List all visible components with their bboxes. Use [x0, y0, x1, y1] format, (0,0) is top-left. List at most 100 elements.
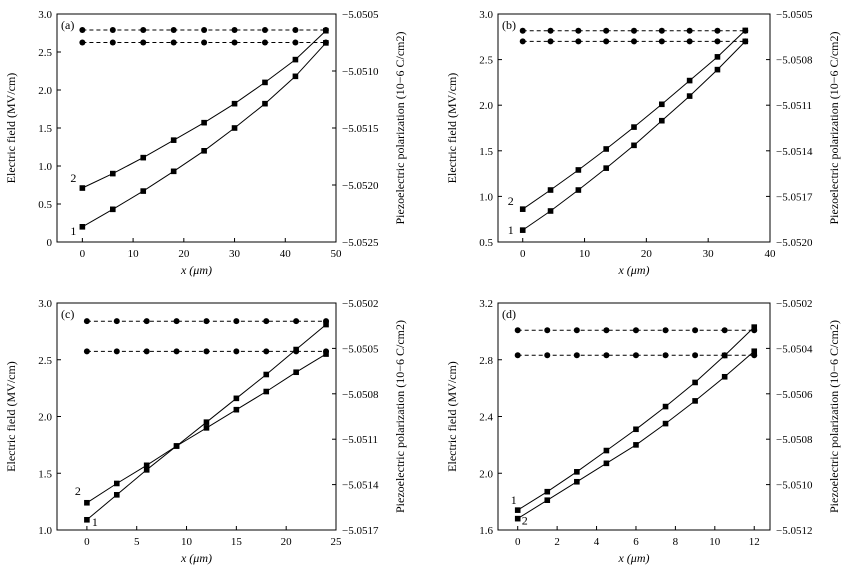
data-point: [519, 38, 526, 45]
data-point: [84, 499, 90, 506]
y-axis-label: Electric field (MV/cm): [445, 73, 459, 184]
series-2: 2: [508, 27, 749, 212]
y2-tick-label: −5.0508: [776, 55, 813, 67]
data-point: [110, 206, 116, 213]
data-point: [173, 443, 180, 449]
data-point: [323, 318, 330, 325]
data-point: [686, 77, 693, 84]
data-point: [113, 480, 120, 487]
data-point: [83, 348, 90, 355]
data-point: [113, 318, 120, 325]
data-point: [170, 137, 177, 143]
data-point: [203, 348, 210, 355]
data-point: [575, 27, 582, 34]
data-point: [662, 327, 669, 334]
data-point: [751, 327, 758, 334]
data-point: [143, 348, 150, 355]
data-point: [742, 27, 749, 34]
y2-tick-label: −5.0525: [342, 237, 379, 249]
x-tick-label: 40: [765, 248, 777, 260]
data-point: [751, 352, 758, 359]
data-point: [322, 39, 329, 46]
x-tick-label: 10: [709, 536, 721, 548]
y2-tick-label: −5.0510: [776, 480, 813, 492]
y2-tick-label: −5.0514: [776, 146, 813, 158]
y-tick-label: 2.0: [479, 100, 493, 112]
data-point: [742, 38, 749, 45]
series-line: [522, 41, 746, 231]
data-point: [140, 154, 147, 161]
data-point: [575, 187, 582, 193]
x-tick-label: 4: [594, 536, 600, 548]
y-axis-label: Electric field (MV/cm): [4, 73, 18, 184]
data-point: [322, 26, 329, 33]
data-point: [721, 327, 728, 334]
x-tick-label: 40: [280, 248, 292, 260]
plot-frame: [497, 13, 771, 243]
x-axis-label: x (μm): [180, 551, 212, 565]
data-point: [203, 419, 210, 425]
y-axis-label: Electric field (MV/cm): [445, 361, 459, 472]
y2-tick-label: −5.0508: [342, 389, 379, 401]
data-point: [603, 27, 610, 34]
series-label: 1: [92, 515, 98, 529]
y2-tick-label: −5.0504: [776, 343, 813, 355]
data-point: [292, 73, 299, 80]
y-tick-label: 1.0: [38, 525, 52, 537]
x-axis-label: x (μm): [617, 551, 649, 565]
series-label: 2: [508, 194, 514, 208]
series-line: [82, 30, 327, 189]
data-point: [109, 26, 116, 33]
data-point: [574, 469, 580, 475]
data-point: [659, 101, 665, 108]
y2-axis-label: Piezoelectric polarization (10−6 C/cm2): [393, 31, 407, 224]
data-point: [514, 515, 521, 522]
panel-label: (a): [61, 18, 74, 32]
data-point: [544, 352, 551, 359]
y2-tick-label: −5.0517: [342, 525, 379, 537]
data-point: [659, 117, 665, 124]
data-point: [658, 27, 665, 34]
data-point: [263, 388, 270, 395]
series-label: 2: [75, 484, 81, 498]
data-point: [231, 100, 238, 107]
y-axis-label: Electric field (MV/cm): [4, 361, 18, 472]
y-tick-label: 2.8: [479, 355, 493, 367]
x-tick-label: 12: [749, 536, 760, 548]
panel-c: 0 5 10 15 20 25 1.0 1.5 2.0 2.5 3.0 −5.0517 −5.0514 −…: [4, 298, 407, 565]
data-point: [261, 26, 268, 33]
y2-tick-label: −5.0520: [342, 180, 379, 192]
series-label: 2: [70, 171, 76, 185]
data-point: [201, 39, 208, 46]
data-point: [751, 348, 758, 355]
y-tick-label: 1.5: [479, 146, 493, 158]
y-tick-label: 3.0: [38, 298, 52, 310]
series-polarization-3: [519, 38, 749, 45]
y-tick-label: 0.5: [479, 237, 493, 249]
series-label: 1: [508, 223, 514, 237]
data-point: [170, 168, 177, 175]
y-tick-label: 0: [47, 237, 53, 249]
y-tick-label: 1.0: [479, 191, 493, 203]
data-point: [544, 488, 551, 495]
data-point: [714, 38, 721, 45]
data-point: [292, 56, 299, 63]
data-point: [692, 398, 698, 404]
y2-tick-label: −5.0511: [342, 434, 378, 446]
x-tick-label: 25: [331, 536, 343, 548]
y-tick-label: 3.0: [479, 9, 493, 21]
y2-tick-label: −5.0520: [776, 237, 813, 249]
data-point: [631, 124, 637, 130]
data-point: [170, 26, 177, 33]
data-point: [714, 54, 721, 60]
data-point: [233, 348, 240, 355]
data-point: [109, 39, 116, 46]
x-tick-label: 10: [128, 248, 140, 260]
y-tick-label: 2.0: [38, 412, 52, 424]
y2-tick-label: −5.0511: [776, 100, 812, 112]
data-point: [233, 406, 240, 413]
data-point: [603, 460, 610, 467]
data-point: [575, 38, 582, 45]
data-point: [632, 327, 639, 334]
